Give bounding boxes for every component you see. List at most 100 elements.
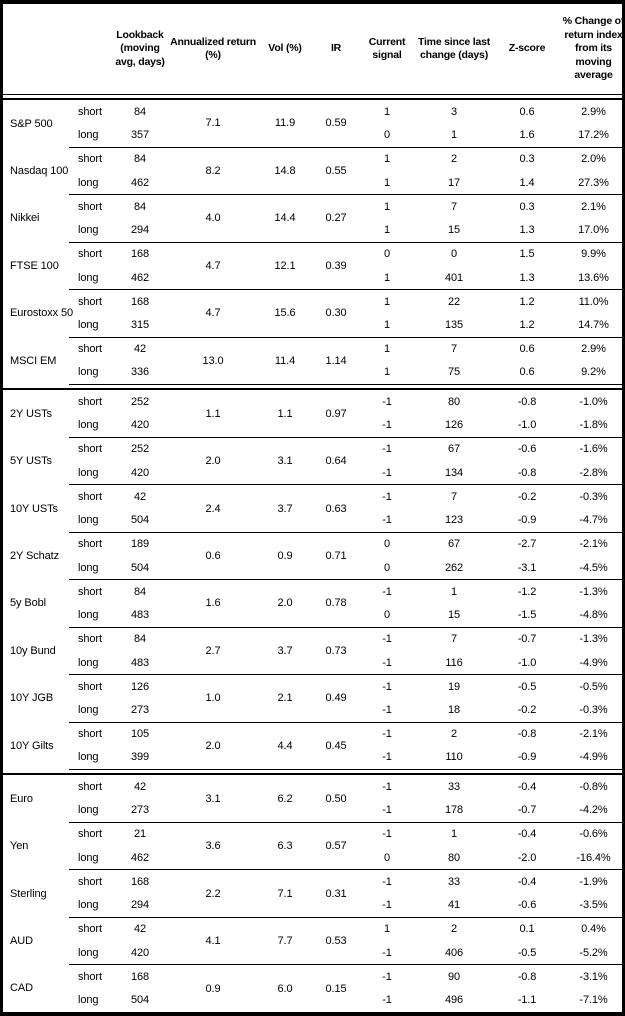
change-vs-ma-cell: 13.6% [578,271,609,284]
lookback-cell: 168 [113,869,167,894]
days-since-change-cell: 75 [447,366,461,379]
change-vs-ma-cell: 2.1% [559,194,622,219]
side-label-cell: short [69,916,113,941]
zscore-cell: 0.3 [495,194,559,219]
vol-cell: 11.4 [259,336,311,385]
days-since-change-cell: 15 [447,609,461,622]
zscore-cell: 0.6 [495,336,559,361]
vol-cell: 6.0 [259,964,311,1012]
side-label-cell: short [69,241,113,266]
zscore-cell: -0.9 [517,514,537,527]
days-since-change-cell: 80 [447,395,461,408]
ir-cell: 0.45 [311,721,361,770]
days-since-change-cell: 110 [445,751,463,764]
asset-row-long: long 504 -1 496 -1.1 -7.1% [3,988,622,1012]
lookback-cell: 336 [130,366,150,379]
current-signal-cell: -1 [382,751,392,764]
side-label-cell: short [69,436,113,462]
zscore-cell: -0.8 [517,466,537,479]
vol-cell: 0.9 [259,531,311,580]
change-vs-ma-cell: 17.0% [578,224,609,237]
zscore-cell: 1.6 [519,129,535,142]
lookback-cell: 21 [113,821,167,847]
lookback-cell: 273 [130,704,150,716]
col-header-ir: IR [330,42,342,55]
change-vs-ma-cell: -1.8% [579,419,608,432]
lookback-cell: 357 [130,129,150,142]
current-signal-cell: 1 [361,336,413,361]
asset-name-cell: S&P 500 [10,117,53,130]
zscore-cell: 0.6 [519,105,535,118]
zscore-cell: -0.5 [495,674,559,699]
annualized-return-cell: 4.1 [167,916,259,965]
divider-left-cell [3,769,69,776]
days-since-change-cell: 401 [444,271,464,284]
asset-name-cell: CAD [10,982,33,995]
lookback-cell: 252 [130,395,150,408]
side-label-cell: short [69,146,113,171]
lookback-cell: 42 [133,780,147,793]
current-signal-cell: -1 [382,780,392,793]
asset-row-short: Nasdaq 100 short 84 8.2 14.8 0.55 1 2 0.3 2.0% [3,146,622,195]
change-vs-ma-cell: 2.9% [581,105,606,118]
change-vs-ma-cell: -1.3% [559,626,622,651]
annualized-return-cell: 4.7 [167,289,259,338]
ir-cell: 0.55 [311,146,361,195]
days-since-change-cell: 7 [413,484,495,509]
lookback-cell: 462 [130,271,150,284]
zscore-cell: 0.1 [495,916,559,941]
asset-row-short: Euro short 42 3.1 6.2 0.50 -1 33 -0.4 -0.8% [3,774,622,805]
current-signal-cell: 1 [361,194,413,219]
divider-right-cell [69,94,622,101]
asset-row-short: 5Y USTs short 252 2.0 3.1 0.64 -1 67 -0.6 -1.6% [3,436,622,485]
change-vs-ma-cell: -16.4% [576,851,611,864]
zscore-cell: -0.5 [517,946,537,959]
current-signal-cell: -1 [382,946,392,959]
side-label-cell: short [69,289,113,314]
asset-name-cell: 10Y Gilts [10,739,54,752]
asset-name-cell: Euro [10,792,33,805]
days-since-change-cell: 123 [444,514,464,527]
divider-right-cell [69,384,622,391]
zscore-cell: -1.0 [517,656,537,669]
lookback-cell: 84 [113,579,167,604]
ir-cell: 0.31 [311,869,361,918]
side-label-cell: short [69,869,113,894]
asset-row-short: Eurostoxx 50 short 168 4.7 15.6 0.30 1 22 1.2 11.… [3,289,622,338]
lookback-cell: 168 [113,241,167,266]
change-vs-ma-cell: 2.0% [559,146,622,171]
change-vs-ma-cell: -2.8% [579,466,608,479]
asset-row-short: S&P 500 short 84 7.1 11.9 0.59 1 3 0.6 2.9% [3,99,622,130]
change-vs-ma-cell: -4.2% [579,804,608,817]
annualized-return-cell: 2.7 [167,626,259,675]
annualized-return-cell: 7.1 [205,117,221,130]
current-signal-cell: -1 [382,899,392,912]
vol-cell: 3.7 [259,484,311,533]
change-vs-ma-cell: -0.3% [579,704,608,716]
change-vs-ma-cell: -4.5% [579,561,608,574]
days-since-change-cell: 67 [413,436,495,462]
asset-row-short: 10Y USTs short 42 2.4 3.7 0.63 -1 7 -0.2 -0.3% [3,484,622,533]
table-header: Lookback (moving avg, days) Annualized r… [3,4,622,95]
ir-cell: 0.78 [311,579,361,628]
side-label-cell: long [78,704,99,716]
ir-cell: 0.15 [311,964,361,1012]
change-vs-ma-cell: -1.9% [559,869,622,894]
asset-name-cell: 10Y USTs [10,502,58,515]
side-label-cell: short [69,626,113,651]
current-signal-cell: 1 [383,366,391,379]
current-signal-cell: 1 [383,318,391,331]
ir-cell: 0.63 [311,484,361,533]
asset-name-cell: MSCI EM [10,354,57,367]
current-signal-cell: 1 [383,176,391,189]
side-label-cell: short [69,964,113,989]
days-since-change-cell: 80 [447,851,461,864]
change-vs-ma-cell: 11.0% [559,289,622,314]
current-signal-cell: -1 [382,466,392,479]
current-signal-cell: 1 [383,105,391,118]
zscore-cell: -0.8 [495,721,559,746]
vol-cell: 7.7 [259,916,311,965]
change-vs-ma-cell: -4.8% [579,609,608,622]
vol-cell: 6.3 [259,821,311,870]
lookback-cell: 420 [130,466,150,479]
